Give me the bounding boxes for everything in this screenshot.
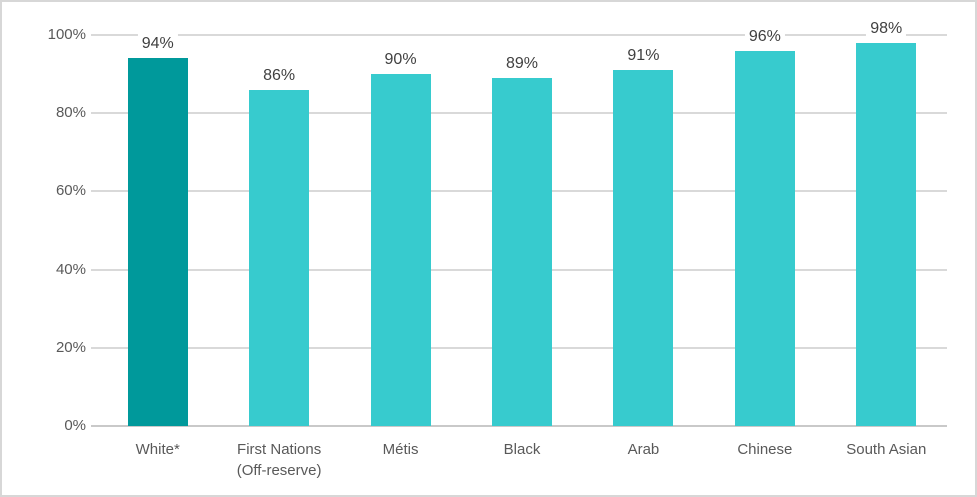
plot-area: 94% 86% 90% 89% 91% 96% 98% [91,18,947,427]
x-axis-line [91,425,947,427]
bar [370,74,431,426]
x-axis: White* First Nations (Off-reserve) Métis Bl… [97,439,947,491]
bar-value-label: 90% [380,50,421,70]
bar-value-label: 98% [866,18,907,38]
y-axis: 0% 20% 40% 60% 80% 100% [2,2,86,495]
bar [249,89,310,426]
bar-group: 98% [826,18,947,426]
bar-group: 96% [704,26,825,426]
bar-group: 89% [461,35,582,426]
gridline [91,34,947,36]
category-label-text: Arab [627,441,660,458]
category-label-text: Black [503,441,541,458]
bar-value-label: 86% [259,65,300,85]
category-label: First Nations (Off-reserve) [218,439,339,481]
bar [856,42,917,426]
y-tick-label: 100% [47,26,86,43]
category-label: Métis [340,439,461,460]
y-tick-label: 60% [55,182,86,200]
category-label: Chinese [704,439,825,460]
bar-value-label: 91% [623,46,664,66]
bar-group: 91% [583,35,704,426]
bar [734,50,795,426]
category-label: White* [97,439,218,460]
category-label: Arab [583,439,704,460]
bar [127,58,188,426]
category-label-text: Métis [382,441,419,458]
y-tick-label: 80% [55,104,86,122]
bar-value-label: 96% [744,26,785,46]
bar-value-label: 94% [137,34,178,54]
category-label-text: First Nations (Off-reserve) [236,441,322,479]
category-label: South Asian [826,439,947,460]
bar [613,70,674,426]
bar-group: 94% [97,34,218,426]
y-tick-label: 40% [55,260,86,278]
bar-value-label: 89% [501,54,542,74]
bar-group: 90% [340,35,461,426]
category-label-text: Chinese [737,441,793,458]
bar [491,78,552,426]
bar-group: 86% [218,35,339,426]
category-label: Black [461,439,582,460]
y-tick-label: 20% [55,338,86,356]
category-label-text: White* [135,441,180,458]
category-label-text: South Asian [846,441,927,458]
y-tick-label: 0% [64,417,86,434]
